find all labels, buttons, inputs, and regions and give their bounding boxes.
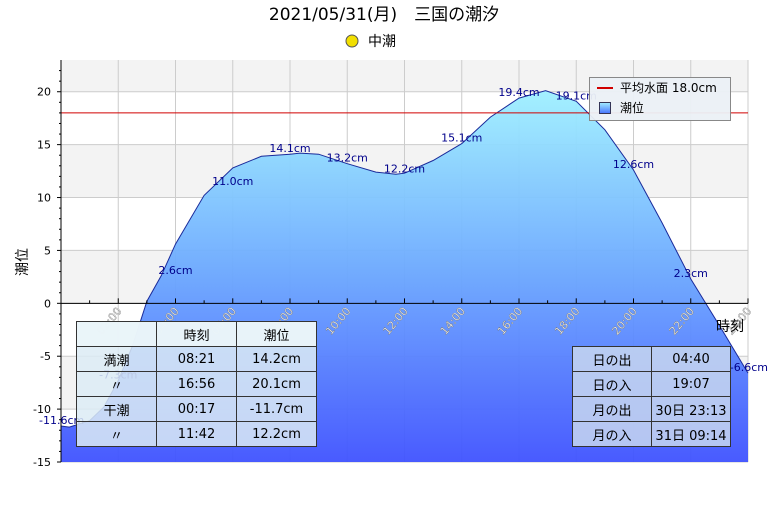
tide-type-label: 中潮	[368, 34, 396, 50]
data-label: 12.2cm	[384, 162, 425, 175]
data-label: 19.4cm	[498, 86, 539, 99]
table-cell: 干潮	[76, 396, 157, 422]
table-cell: 月の出	[572, 396, 652, 422]
y-tick-label: -5	[40, 350, 51, 363]
data-label: 14.1cm	[269, 142, 310, 155]
table-header-cell: 潮位	[236, 321, 317, 347]
table-row: 〃 11:42 12.2cm	[76, 421, 317, 447]
table-cell: 30日 23:13	[651, 396, 731, 422]
y-tick-label: -10	[33, 403, 51, 416]
legend-item-tide: 潮位	[590, 98, 730, 118]
table-row: 干潮 00:17 -11.7cm	[76, 396, 317, 422]
table-header-cell	[76, 321, 157, 347]
table-cell: 月の入	[572, 421, 652, 447]
table-row: 満潮 08:21 14.2cm	[76, 346, 317, 372]
table-header-cell: 時刻	[156, 321, 237, 347]
chart-legend: 平均水面 18.0cm 潮位	[589, 77, 731, 121]
data-label: 15.1cm	[441, 132, 482, 145]
sun-moon-table: 日の出 04:40 日の入 19:07 月の出 30日 23:13 月の入 31…	[572, 346, 731, 447]
tide-table: 時刻 潮位 満潮 08:21 14.2cm 〃 16:56 20.1cm 干潮 …	[76, 321, 317, 447]
table-cell: 00:17	[156, 396, 237, 422]
x-axis-label: 時刻	[716, 319, 744, 335]
data-label: 2.3cm	[674, 267, 708, 280]
table-cell: 20.1cm	[236, 371, 317, 397]
table-cell: 19:07	[651, 371, 731, 397]
chart-title: 2021/05/31(月) 三国の潮汐	[269, 5, 499, 25]
table-row: 〃 16:56 20.1cm	[76, 371, 317, 397]
table-cell: 11:42	[156, 421, 237, 447]
table-cell: 満潮	[76, 346, 157, 372]
data-label: 2.6cm	[158, 264, 192, 277]
table-cell: -11.7cm	[236, 396, 317, 422]
table-row: 日の入 19:07	[572, 371, 731, 397]
y-tick-label: 5	[44, 244, 51, 257]
moon-phase-icon	[345, 34, 359, 48]
y-tick-label: 15	[37, 139, 51, 152]
data-label: 12.6cm	[613, 158, 654, 171]
legend-label: 潮位	[620, 101, 645, 115]
table-cell: 16:56	[156, 371, 237, 397]
y-tick-label: 10	[37, 192, 51, 205]
table-row: 月の出 30日 23:13	[572, 396, 731, 422]
mean-level-line-icon	[597, 87, 613, 89]
y-tick-label: 0	[44, 297, 51, 310]
data-label: 11.0cm	[212, 175, 253, 188]
tide-area-swatch-icon	[599, 102, 611, 114]
table-cell: 〃	[76, 421, 157, 447]
data-label: 19.1cm	[556, 89, 597, 102]
table-row: 日の出 04:40	[572, 346, 731, 372]
y-axis-label: 潮位	[15, 248, 31, 276]
data-label: -11.6cm	[39, 414, 84, 427]
y-tick-label: -15	[33, 456, 51, 469]
table-cell: 14.2cm	[236, 346, 317, 372]
table-cell: 〃	[76, 371, 157, 397]
table-header-row: 時刻 潮位	[76, 321, 317, 347]
table-cell: 日の出	[572, 346, 652, 372]
table-row: 月の入 31日 09:14	[572, 421, 731, 447]
data-label: 13.2cm	[327, 152, 368, 165]
table-cell: 04:40	[651, 346, 731, 372]
y-tick-label: 20	[37, 86, 51, 99]
legend-item-mean-level: 平均水面 18.0cm	[590, 78, 730, 98]
legend-label: 平均水面 18.0cm	[620, 81, 717, 95]
data-label: -6.6cm	[730, 361, 768, 374]
table-cell: 08:21	[156, 346, 237, 372]
table-cell: 12.2cm	[236, 421, 317, 447]
table-cell: 31日 09:14	[651, 421, 731, 447]
table-cell: 日の入	[572, 371, 652, 397]
